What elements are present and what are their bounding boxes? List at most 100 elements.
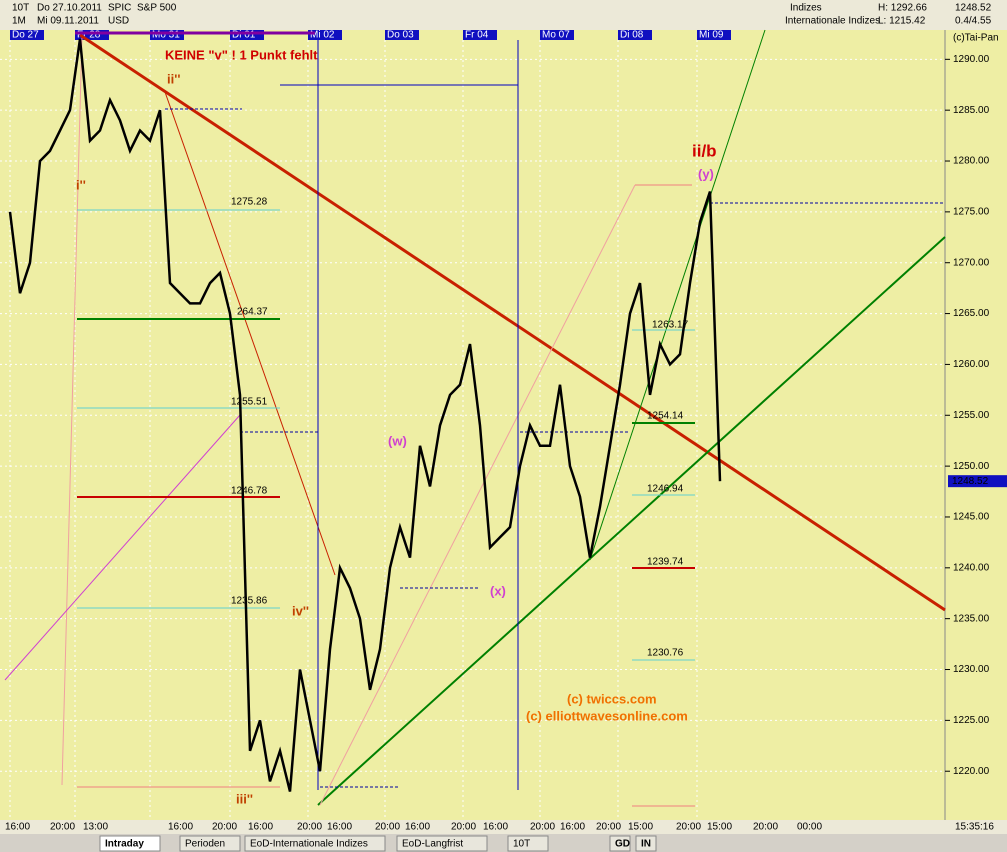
level-label: 1246.78 — [231, 486, 268, 497]
time-label: 16:00 — [5, 822, 30, 833]
level-label: 1235.86 — [231, 596, 268, 607]
level-label: 1275.28 — [231, 197, 268, 208]
level-label: 264.37 — [237, 307, 268, 318]
annotation: KEINE "v" ! 1 Punkt fehlt — [165, 47, 318, 62]
plot-area — [0, 30, 945, 820]
time-label: 16:00 — [248, 822, 273, 833]
price-axis — [945, 30, 1007, 820]
tab-label[interactable]: GD — [615, 839, 630, 850]
support-line — [589, 29, 766, 561]
time-label: 16:00 — [405, 822, 430, 833]
day-label: Do 27 — [12, 30, 39, 41]
wave-label: i'' — [76, 177, 86, 192]
level-label: 1254.14 — [647, 411, 684, 422]
day-box — [150, 30, 184, 40]
day-box — [697, 30, 731, 40]
group: Indizes — [790, 3, 822, 14]
time-label: 20:00 — [530, 822, 555, 833]
day-label: Di 01 — [232, 30, 256, 41]
channel-line — [4, 414, 241, 681]
tab-label[interactable]: IN — [641, 839, 651, 850]
wave-label: (y) — [698, 166, 714, 181]
y-tick-label: 1245.00 — [953, 512, 990, 523]
wave-label: iv'' — [292, 603, 309, 618]
time-label: 00:00 — [797, 822, 822, 833]
header-bar — [0, 0, 1007, 30]
currency: USD — [108, 16, 129, 27]
end-date: Mi 09.11.2011 — [37, 16, 99, 27]
level-label: 1263.17 — [652, 320, 689, 331]
time-label: 15:00 — [707, 822, 732, 833]
day-label: Mo 31 — [152, 30, 180, 41]
copyright: (c)Tai-Pan — [953, 33, 999, 44]
time-label: 20:00 — [753, 822, 778, 833]
day-label: Fr 28 — [77, 30, 101, 41]
day-label: Mi 02 — [310, 30, 335, 41]
high: H: 1292.66 — [878, 3, 927, 14]
tab-label[interactable]: EoD-Langfrist — [402, 839, 463, 850]
tab[interactable] — [635, 835, 657, 852]
day-box — [75, 30, 109, 40]
subgroup: Internationale Indizes — [785, 16, 880, 27]
price-tag-box — [948, 475, 1007, 488]
y-tick-label: 1270.00 — [953, 257, 990, 268]
time-label: 20:00 — [451, 822, 476, 833]
time-label: 15:00 — [628, 822, 653, 833]
tab[interactable] — [244, 835, 386, 852]
time-label: 13:00 — [83, 822, 108, 833]
day-box — [540, 30, 574, 40]
level-label: 1255.51 — [231, 397, 268, 408]
y-tick-label: 1290.00 — [953, 54, 990, 65]
wave-label: ii/b — [692, 141, 717, 160]
level-label: 1239.74 — [647, 557, 684, 568]
tab-label[interactable]: EoD-Internationale Indizes — [250, 839, 368, 850]
tab[interactable] — [609, 835, 631, 852]
tab-label[interactable]: Intraday — [105, 839, 144, 850]
day-box — [618, 30, 652, 40]
wave-label: (x) — [490, 583, 506, 598]
wave-label: (w) — [388, 433, 407, 448]
day-box — [10, 30, 44, 40]
last: 1248.52 — [955, 3, 992, 14]
code: SPIC — [108, 3, 131, 14]
y-tick-label: 1275.00 — [953, 207, 990, 218]
credit: (c) twiccs.com — [567, 691, 657, 706]
y-tick-label: 1235.00 — [953, 613, 990, 624]
y-tick-label: 1220.00 — [953, 766, 990, 777]
clock: 15:35:16 — [955, 822, 994, 833]
time-label: 16:00 — [483, 822, 508, 833]
tab-label[interactable]: 10T — [513, 839, 530, 850]
tab[interactable] — [179, 835, 241, 852]
time-label: 20:00 — [297, 822, 322, 833]
y-tick-label: 1250.00 — [953, 461, 990, 472]
level-label: 1246.94 — [647, 484, 684, 495]
day-label: Mi 09 — [699, 30, 724, 41]
y-tick-label: 1230.00 — [953, 664, 990, 675]
time-label: 20:00 — [375, 822, 400, 833]
price-tag: 1248.52 — [952, 476, 989, 487]
support-line — [317, 236, 946, 806]
tab[interactable] — [99, 835, 161, 852]
level-label: 1230.76 — [647, 648, 684, 659]
time-label: 16:00 — [327, 822, 352, 833]
start-date: Do 27.10.2011 — [37, 3, 102, 14]
y-tick-label: 1280.00 — [953, 156, 990, 167]
time-label: 20:00 — [676, 822, 701, 833]
low: L: 1215.42 — [878, 16, 926, 27]
day-box — [230, 30, 264, 40]
day-label: Mo 07 — [542, 30, 570, 41]
y-tick-label: 1240.00 — [953, 562, 990, 573]
day-label: Di 08 — [620, 30, 644, 41]
trend-line — [79, 33, 946, 612]
fib-line — [61, 34, 83, 786]
tab[interactable] — [507, 835, 549, 852]
day-box — [463, 30, 497, 40]
day-label: Do 03 — [387, 30, 414, 41]
trend-line — [164, 91, 336, 576]
time-label: 20:00 — [50, 822, 75, 833]
change: 0.4/4.55 — [955, 16, 992, 27]
tab[interactable] — [396, 835, 488, 852]
time-label: 16:00 — [168, 822, 193, 833]
tab-label[interactable]: Perioden — [185, 839, 225, 850]
